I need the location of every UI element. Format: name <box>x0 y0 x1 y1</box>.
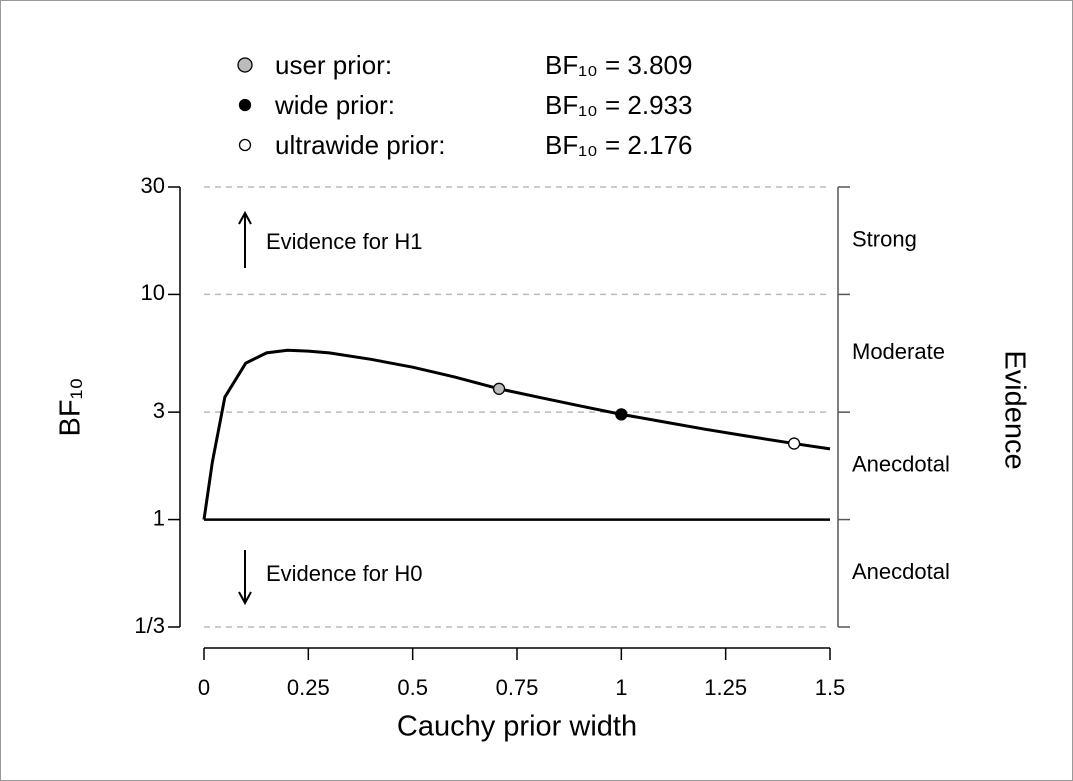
x-tick-label: 0.25 <box>287 675 330 700</box>
legend-value: BF₁₀ = 3.809 <box>545 50 692 80</box>
y-tick-label: 3 <box>153 398 165 423</box>
legend-marker <box>238 98 252 112</box>
legend-label: wide prior: <box>274 90 395 120</box>
legend-marker <box>237 57 253 73</box>
annotation: Evidence for H1 <box>266 229 423 254</box>
annotation: Evidence for H0 <box>266 561 423 586</box>
legend-label: ultrawide prior: <box>275 130 446 160</box>
evidence-label: Anecdotal <box>852 452 950 477</box>
x-tick-label: 0 <box>198 675 210 700</box>
point <box>492 382 506 395</box>
legend-value: BF₁₀ = 2.176 <box>545 130 692 160</box>
y-tick-label: 10 <box>141 280 165 305</box>
legend-label: user prior: <box>275 50 392 80</box>
x-tick-label: 1.25 <box>704 675 747 700</box>
y-tick-label: 30 <box>141 173 165 198</box>
x-tick-label: 1 <box>615 675 627 700</box>
curve <box>202 348 831 520</box>
y-axis-label: BF₁₀ <box>55 378 87 437</box>
x-tick-label: 0.5 <box>397 675 428 700</box>
legend-value: BF₁₀ = 2.933 <box>545 90 692 120</box>
y2-axis-label: Evidence <box>998 350 1030 469</box>
evidence-label: Strong <box>852 227 917 252</box>
x-tick-label: 1.5 <box>815 675 846 700</box>
evidence-label: Moderate <box>852 339 945 364</box>
x-tick-label: 0.75 <box>496 675 539 700</box>
y-tick-label: 1/3 <box>134 613 165 638</box>
point <box>615 408 628 421</box>
x-axis-label: Cauchy prior width <box>397 711 637 743</box>
arrow-head <box>238 210 252 225</box>
evidence-label: Anecdotal <box>852 559 950 584</box>
point <box>787 437 801 450</box>
y-tick-label: 1 <box>153 505 165 530</box>
legend-marker <box>238 138 252 152</box>
arrow-head <box>238 591 252 606</box>
